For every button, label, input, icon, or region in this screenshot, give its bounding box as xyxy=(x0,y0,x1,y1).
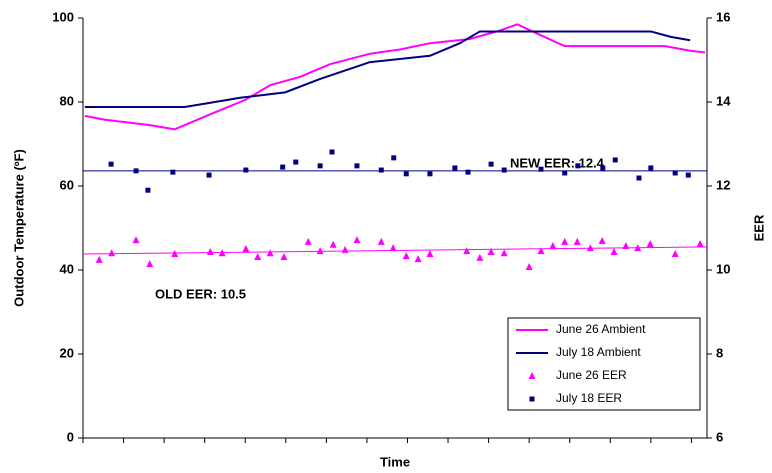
square-marker xyxy=(648,165,654,171)
square-marker xyxy=(672,170,678,176)
triangle-marker xyxy=(402,252,410,260)
y-tick-label: 0 xyxy=(67,429,74,444)
square-marker xyxy=(403,171,409,177)
triangle-marker xyxy=(389,244,397,252)
triangle-marker xyxy=(316,247,324,255)
square-marker xyxy=(575,163,581,169)
y-axis-label: Outdoor Temperature (ºF) xyxy=(11,149,26,307)
triangle-marker xyxy=(586,244,594,252)
square-marker xyxy=(391,155,397,161)
triangle-marker xyxy=(218,249,226,257)
triangle-marker xyxy=(573,237,581,245)
triangle-marker xyxy=(304,237,312,245)
square-marker xyxy=(612,157,618,163)
triangle-marker xyxy=(487,247,495,255)
triangle-marker xyxy=(254,252,262,260)
legend-label: June 26 Ambient xyxy=(556,322,646,336)
triangle-marker xyxy=(414,255,422,263)
triangle-marker xyxy=(671,250,679,258)
y2-axis-label: EER xyxy=(751,214,766,241)
square-marker xyxy=(280,164,286,170)
square-marker xyxy=(378,167,384,173)
triangle-marker xyxy=(266,249,274,257)
triangle-marker xyxy=(329,240,337,248)
square-marker xyxy=(488,161,494,167)
triangle-marker xyxy=(610,247,618,255)
y-tick-label: 60 xyxy=(60,177,74,192)
y2-tick-label: 10 xyxy=(716,261,730,276)
triangle-marker xyxy=(646,239,654,247)
series-line xyxy=(84,23,706,131)
y2-tick-label: 14 xyxy=(716,93,731,108)
y-tick-label: 80 xyxy=(60,93,74,108)
triangle-marker xyxy=(132,236,140,244)
y-tick-label: 100 xyxy=(52,9,74,24)
triangle-marker xyxy=(500,249,508,257)
triangle-marker xyxy=(561,237,569,245)
triangle-marker xyxy=(549,242,557,250)
triangle-marker xyxy=(696,239,704,247)
square-marker xyxy=(501,167,507,173)
square-marker xyxy=(529,396,535,402)
square-marker xyxy=(170,169,176,175)
triangle-marker xyxy=(525,263,533,271)
triangle-marker xyxy=(146,260,154,268)
annotation: NEW EER: 12.4 xyxy=(510,155,605,170)
triangle-marker xyxy=(528,372,536,379)
square-marker xyxy=(206,172,212,178)
legend-label: June 26 EER xyxy=(556,368,627,382)
triangle-marker xyxy=(353,236,361,244)
square-marker xyxy=(427,171,433,177)
triangle-marker xyxy=(341,245,349,253)
legend-label: July 18 Ambient xyxy=(556,345,641,359)
triangle-marker xyxy=(598,237,606,245)
series-line xyxy=(84,30,691,109)
y2-tick-label: 8 xyxy=(716,345,723,360)
square-marker xyxy=(465,169,471,175)
triangle-marker xyxy=(622,242,630,250)
triangle-marker xyxy=(206,247,214,255)
triangle-marker xyxy=(280,252,288,260)
x-axis-label: Time xyxy=(380,454,410,469)
square-marker xyxy=(636,175,642,181)
legend: June 26 Ambient July 18 Ambient June 26 EE… xyxy=(507,317,701,411)
triangle-marker xyxy=(634,244,642,252)
triangle-marker xyxy=(242,245,250,252)
legend-box xyxy=(507,317,701,411)
square-marker xyxy=(354,163,360,169)
square-marker xyxy=(243,167,249,173)
triangle-marker xyxy=(108,249,116,257)
square-marker xyxy=(133,168,139,174)
triangle-marker xyxy=(171,250,179,258)
square-marker xyxy=(452,165,458,171)
triangle-marker xyxy=(426,250,434,258)
triangle-marker xyxy=(537,247,545,255)
triangle-marker xyxy=(476,253,484,261)
annotation: OLD EER: 10.5 xyxy=(155,286,246,301)
square-marker xyxy=(562,170,568,176)
legend-label: July 18 EER xyxy=(556,391,622,405)
square-marker xyxy=(600,165,606,171)
y2-tick-label: 6 xyxy=(716,429,723,444)
triangle-marker xyxy=(95,255,103,263)
square-marker xyxy=(317,163,323,169)
y-tick-label: 20 xyxy=(60,345,74,360)
y-tick-label: 40 xyxy=(60,261,74,276)
y2-tick-label: 16 xyxy=(716,9,730,24)
square-marker xyxy=(293,159,299,165)
square-marker xyxy=(329,149,335,155)
square-marker xyxy=(108,161,114,167)
square-marker xyxy=(538,166,544,172)
y2-tick-label: 12 xyxy=(716,177,730,192)
square-marker xyxy=(145,187,151,193)
square-marker xyxy=(685,172,691,178)
triangle-marker xyxy=(463,247,471,255)
triangle-marker xyxy=(377,237,385,245)
